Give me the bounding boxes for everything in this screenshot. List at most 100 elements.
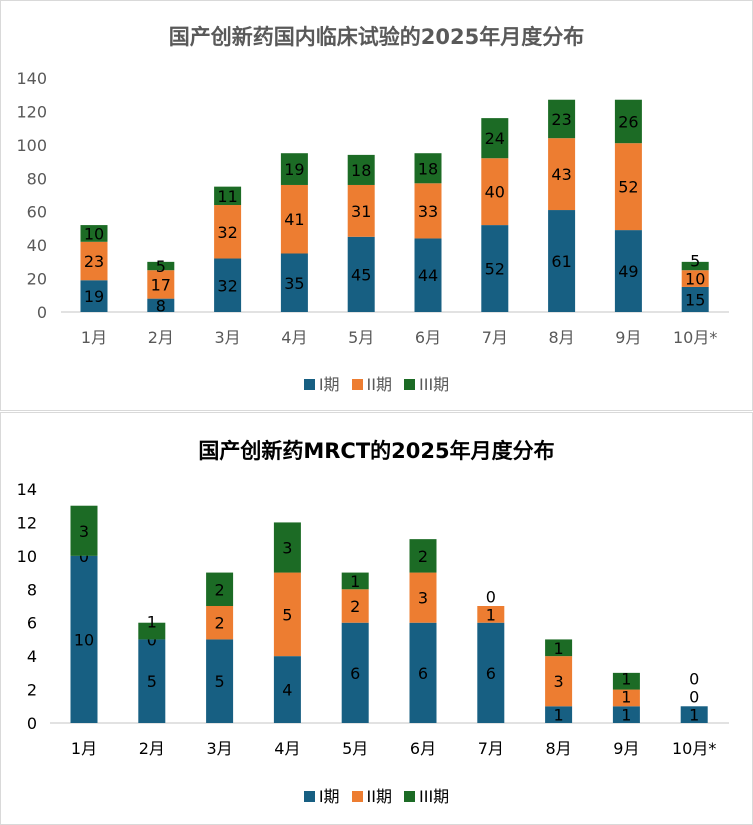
legend-swatch <box>303 791 315 802</box>
data-label: 5 <box>156 257 166 276</box>
bar-segment-I期 <box>341 622 369 723</box>
x-tick-label: 10月* <box>673 328 717 347</box>
bar-segment-II期 <box>347 184 375 237</box>
bar-segment-III期 <box>280 153 308 185</box>
data-label: 40 <box>485 183 505 202</box>
data-label: 10 <box>685 270 705 289</box>
data-label: 18 <box>351 161 371 180</box>
data-label: 10 <box>84 224 104 243</box>
y-tick-label: 2 <box>27 681 37 700</box>
data-label: 17 <box>151 275 171 294</box>
data-label: 0 <box>147 630 157 649</box>
data-label: 3 <box>554 672 564 691</box>
bar-segment-I期 <box>477 622 505 723</box>
y-tick-label: 140 <box>16 69 47 88</box>
data-label: 35 <box>284 274 304 293</box>
legend-item: II期 <box>351 371 392 395</box>
x-tick-label: 6月 <box>415 328 441 347</box>
bar-segment-III期 <box>614 99 642 144</box>
data-label: 5 <box>282 605 292 624</box>
bar-segment-III期 <box>347 154 375 185</box>
bar-segment-III期 <box>612 672 640 690</box>
data-label: 1 <box>350 572 360 591</box>
data-label: 3 <box>418 589 428 608</box>
data-label: 4 <box>282 681 292 700</box>
data-label: 52 <box>618 178 638 197</box>
legend-item: III期 <box>404 783 449 807</box>
legend-label: II期 <box>366 375 392 394</box>
bar-segment-III期 <box>214 186 242 206</box>
data-label: 41 <box>284 210 304 229</box>
data-label: 2 <box>215 614 225 633</box>
x-tick-label: 1月 <box>71 739 97 758</box>
data-label: 5 <box>147 672 157 691</box>
y-tick-label: 0 <box>37 303 47 322</box>
y-tick-label: 4 <box>27 647 37 666</box>
legend-swatch <box>303 379 315 390</box>
plot-area: 0204060801001201401923101月81752月3232113月… <box>16 69 729 347</box>
y-tick-label: 10 <box>17 547 37 566</box>
y-tick-label: 14 <box>17 480 37 499</box>
bar-segment-II期 <box>614 143 642 231</box>
data-label: 49 <box>618 262 638 281</box>
bar-segment-II期 <box>206 606 234 640</box>
y-tick-label: 40 <box>27 236 47 255</box>
bar-segment-I期 <box>612 706 640 723</box>
x-tick-label: 8月 <box>549 328 575 347</box>
bar-segment-III期 <box>548 99 576 139</box>
data-label: 44 <box>418 266 438 285</box>
legend-label: I期 <box>318 787 340 806</box>
bar-segment-II期 <box>273 572 301 657</box>
bar-segment-II期 <box>80 241 108 281</box>
data-label: 24 <box>485 129 505 148</box>
x-tick-label: 7月 <box>478 739 504 758</box>
bar-segment-III期 <box>481 118 509 159</box>
y-tick-label: 6 <box>27 614 37 633</box>
bar-segment-I期 <box>681 286 709 312</box>
x-tick-label: 4月 <box>281 328 307 347</box>
bar-segment-I期 <box>680 706 708 723</box>
legend-item: III期 <box>404 371 449 395</box>
x-tick-label: 2月 <box>139 739 165 758</box>
bar-segment-III期 <box>341 572 369 590</box>
legend-label: I期 <box>318 375 340 394</box>
bar-segment-III期 <box>80 225 108 242</box>
x-tick-label: 5月 <box>348 328 374 347</box>
legend-item: I期 <box>303 783 340 807</box>
data-label: 32 <box>217 276 237 295</box>
bar-segment-I期 <box>147 298 175 312</box>
bar-segment-I期 <box>414 238 442 312</box>
legend-swatch <box>351 791 363 802</box>
data-label: 5 <box>690 252 700 271</box>
bar-segment-I期 <box>347 236 375 312</box>
x-tick-label: 8月 <box>546 739 572 758</box>
x-tick-label: 6月 <box>410 739 436 758</box>
data-label: 1 <box>621 706 631 725</box>
data-label: 23 <box>84 252 104 271</box>
bar-segment-I期 <box>138 639 166 723</box>
bar-segment-I期 <box>214 258 242 312</box>
plot-area: 0246810121410031月5012月5223月4534月6215月632… <box>17 480 729 758</box>
x-tick-label: 3月 <box>207 739 233 758</box>
y-tick-label: 60 <box>27 203 47 222</box>
bar-segment-I期 <box>545 706 573 723</box>
data-label: 33 <box>418 202 438 221</box>
data-label: 31 <box>351 202 371 221</box>
y-tick-label: 100 <box>16 136 47 155</box>
y-tick-label: 8 <box>27 580 37 599</box>
data-label: 19 <box>84 287 104 306</box>
bar-segment-II期 <box>545 656 573 707</box>
bar-segment-III期 <box>70 505 98 556</box>
data-label: 2 <box>215 580 225 599</box>
bar-segment-II期 <box>341 589 369 623</box>
legend-label: III期 <box>419 787 450 806</box>
data-label: 61 <box>551 252 571 271</box>
bar-segment-I期 <box>273 656 301 723</box>
bar-segment-I期 <box>409 622 437 723</box>
data-label: 19 <box>284 160 304 179</box>
data-label: 6 <box>418 664 428 683</box>
bar-segment-II期 <box>477 606 505 623</box>
bar-segment-I期 <box>80 280 108 312</box>
data-label: 11 <box>217 187 237 206</box>
bar-segment-III期 <box>147 261 175 271</box>
